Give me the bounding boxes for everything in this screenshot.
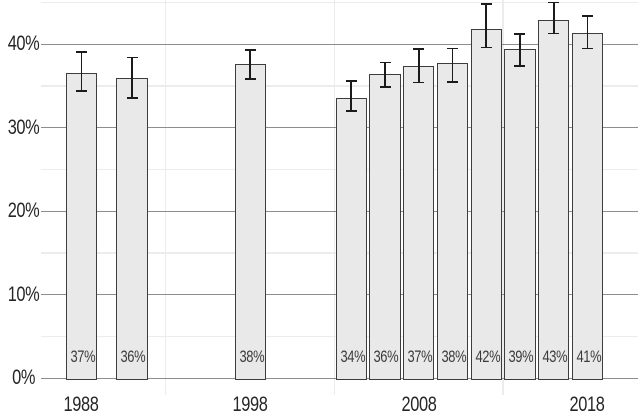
error-bar [446,47,458,83]
bar: 37% [403,65,435,380]
error-bar-cap-bottom [345,110,357,112]
error-bar-cap-bottom [480,46,492,49]
error-bar-cap-top [244,49,256,51]
error-bar-cap-top [514,33,526,36]
error-bar-stem [451,47,454,83]
x-minor-gridline [333,0,336,395]
bar: 38% [234,64,266,380]
y-gridline [41,43,638,45]
error-bar [581,15,593,50]
y-axis-tick-label: 0% [12,366,35,390]
error-bar-cap-bottom [75,90,87,92]
bar: 39% [504,49,536,380]
error-bar-cap-top [480,3,492,6]
error-bar-cap-top [581,15,593,17]
bar-value-label: 34% [340,346,365,366]
error-bar-cap-top [413,48,425,51]
error-bar [126,56,138,99]
bar: 37% [65,72,98,380]
bar: 34% [335,97,367,380]
error-bar-cap-top [446,47,458,50]
error-bar-cap-bottom [446,80,458,83]
x-axis-tick-label: 1988 [64,393,99,416]
bar-value-label: 41% [576,346,602,366]
error-bar-cap-bottom [514,65,526,67]
error-bar [514,33,526,67]
error-bar [345,80,357,112]
error-bar-stem [249,49,251,81]
bar: 43% [538,20,570,380]
bar-value-label: 36% [120,346,146,366]
bar-value-label: 38% [441,346,467,366]
error-bar-cap-top [75,50,87,53]
bar-value-label: 37% [70,346,96,366]
y-minor-gridline [41,1,638,4]
y-axis-tick-label: 10% [7,282,40,306]
error-bar-stem [519,33,521,67]
error-bar-stem [485,3,488,49]
x-axis-tick-label: 2018 [569,393,605,416]
bar: 42% [470,29,502,380]
error-bar [548,1,560,35]
error-bar-cap-bottom [413,81,425,84]
error-bar [480,3,492,49]
error-bar-stem [586,15,589,50]
error-bar-stem [417,48,420,84]
x-axis-tick-label: 2008 [401,393,437,416]
error-bar [379,61,391,88]
x-axis-tick-label: 1998 [232,393,268,416]
bar-value-label: 38% [239,346,264,366]
bar: 38% [436,63,469,380]
error-bar-cap-bottom [581,47,593,50]
bar: 41% [571,32,603,380]
y-axis-tick-label: 40% [7,32,40,56]
error-bar-cap-bottom [379,85,391,88]
y-axis-tick-label: 30% [7,115,40,139]
error-bar-cap-bottom [244,78,256,81]
error-bar-stem [80,50,83,92]
bar-value-label: 39% [508,346,534,366]
bar-value-label: 43% [542,346,568,366]
error-bar [75,50,87,92]
error-bar-cap-top [379,61,391,64]
error-bar-stem [552,1,555,35]
error-bar-cap-top [126,56,138,59]
error-bar-cap-top [548,1,560,4]
error-bar-cap-bottom [548,32,560,35]
error-bar-stem [350,80,353,112]
bar-value-label: 36% [373,346,399,366]
error-bar [244,49,256,81]
x-minor-gridline [502,0,504,395]
error-bar [413,48,425,84]
error-bar-stem [384,61,386,88]
bar-value-label: 42% [475,346,500,366]
bar: 36% [116,78,148,380]
y-minor-gridline [41,85,638,87]
error-bar-stem [131,56,133,99]
error-bar-cap-top [345,80,357,82]
error-bar-cap-bottom [126,96,138,99]
y-axis-tick-label: 20% [7,199,40,223]
bar: 36% [369,74,401,380]
bar-value-label: 37% [407,346,433,366]
x-minor-gridline [165,0,167,395]
